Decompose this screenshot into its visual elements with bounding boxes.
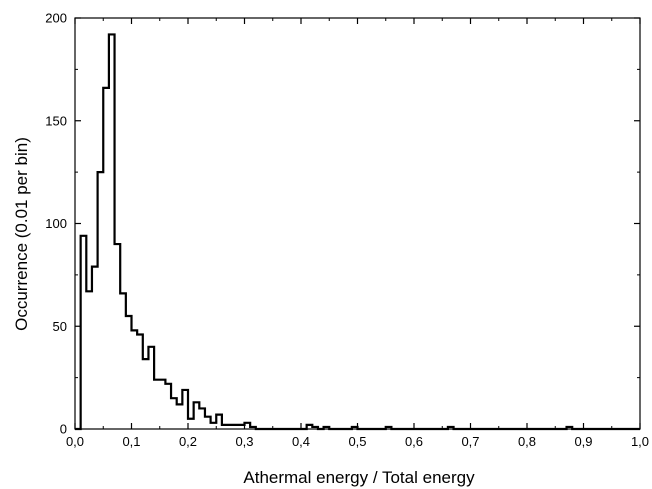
y-tick-label: 150 [45, 113, 67, 128]
y-axis: 0 50 100 150 200 [45, 11, 640, 437]
histogram-series-line [75, 33, 640, 431]
x-tick-label: 0,6 [405, 434, 423, 449]
x-tick-label: 1,0 [631, 434, 649, 449]
x-tick-label: 0,2 [179, 434, 197, 449]
y-tick-label: 200 [45, 11, 67, 26]
y-tick-label: 100 [45, 216, 67, 231]
x-tick-label: 0,3 [235, 434, 253, 449]
y-tick-label: 50 [53, 319, 67, 334]
x-axis: 0,0 0,1 0,2 0,3 0,4 0,5 0,6 0,7 0,8 0,9 1,0 [66, 18, 649, 449]
y-tick-label: 0 [60, 422, 67, 437]
x-tick-label: 0,0 [66, 434, 84, 449]
y-axis-title: Occurrence (0.01 per bin) [12, 137, 31, 331]
x-axis-title: Athermal energy / Total energy [243, 468, 475, 487]
plot-frame [74, 17, 641, 430]
x-tick-label: 0,1 [122, 434, 140, 449]
x-tick-label: 0,7 [461, 434, 479, 449]
plot-border [74, 17, 641, 430]
x-tick-label: 0,5 [348, 434, 366, 449]
x-tick-label: 0,8 [518, 434, 536, 449]
x-tick-label: 0,4 [292, 434, 310, 449]
x-tick-label: 0,9 [574, 434, 592, 449]
